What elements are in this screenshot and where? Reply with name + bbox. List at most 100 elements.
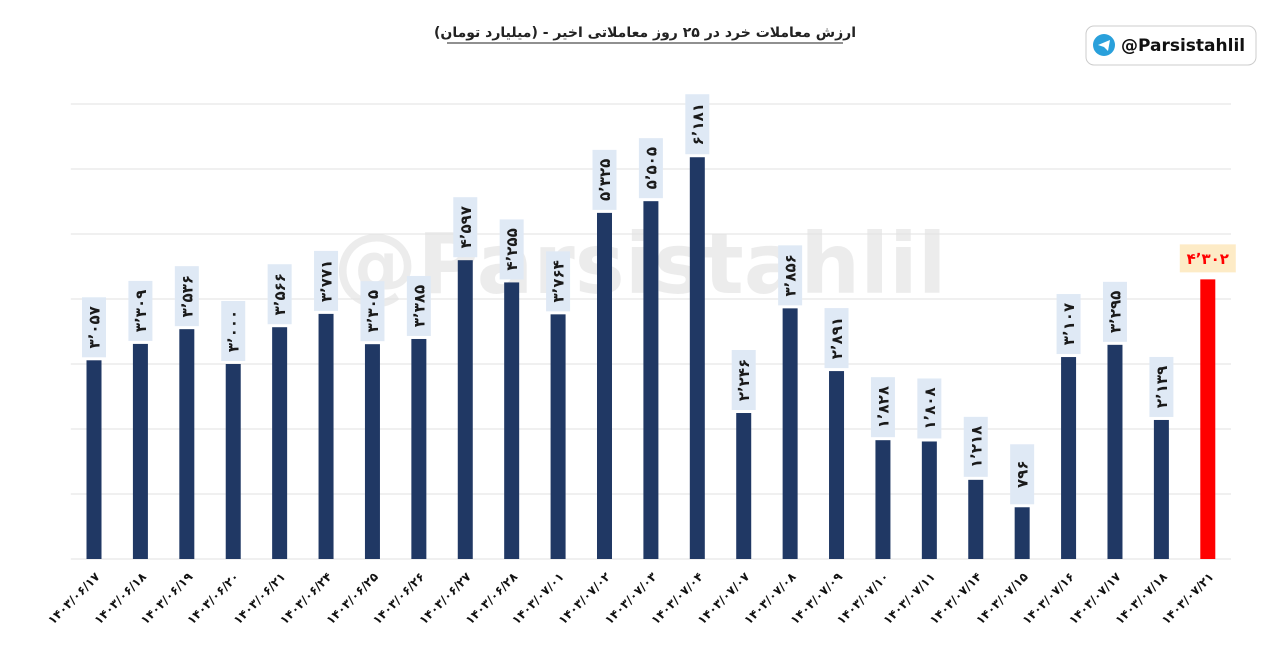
- value-label-bg: [1149, 356, 1174, 417]
- value-label-bg: [314, 250, 339, 311]
- bar: [132, 343, 148, 559]
- value-label: ۱٬۸۲۸: [874, 386, 892, 428]
- value-label-bg: [221, 301, 246, 361]
- value-label-bg: [499, 219, 524, 280]
- bar: [1014, 507, 1030, 559]
- value-label-group: ۳٬۳۰۵: [360, 281, 385, 342]
- value-label-group: ۱٬۲۱۸: [963, 416, 988, 477]
- value-label: ۳٬۱۰۷: [1060, 303, 1078, 345]
- value-label: ۳٬۰۰۰: [225, 310, 243, 352]
- bar: [1200, 279, 1216, 559]
- value-label-group: ۲٬۸۹۱: [824, 308, 849, 369]
- bar: [504, 282, 520, 559]
- bar: [829, 371, 845, 559]
- value-label-group: ۳٬۲۹۵: [1102, 281, 1127, 342]
- value-label: ۳٬۷۶۴: [550, 260, 568, 302]
- value-label-bg: [1179, 244, 1236, 273]
- value-label-group: ۳٬۳۸۵: [406, 275, 431, 336]
- value-label: ۳٬۳۸۵: [410, 285, 428, 327]
- value-label-group: ۱٬۸۲۸: [870, 377, 895, 438]
- bar: [968, 479, 984, 559]
- value-label: ۳٬۳۰۹: [132, 290, 150, 332]
- value-label-bg: [917, 378, 942, 439]
- bar: [457, 260, 473, 559]
- value-label: ۴٬۳۰۲: [1187, 250, 1229, 268]
- value-label: ۷۹۶: [1014, 461, 1032, 488]
- bar: [736, 413, 752, 559]
- value-label-bg: [592, 149, 617, 210]
- value-label-group: ۲٬۱۳۹: [1149, 356, 1174, 417]
- bar: [1061, 357, 1077, 559]
- bar: [411, 338, 427, 559]
- watermark: @Parsistahlil: [333, 215, 946, 313]
- bar: [1107, 344, 1123, 559]
- value-label-group: ۴٬۲۵۵: [499, 219, 524, 280]
- value-label: ۲٬۸۹۱: [828, 317, 846, 359]
- value-label-bg: [1056, 294, 1081, 355]
- value-label-bg: [174, 266, 199, 327]
- value-label-bg: [453, 197, 478, 258]
- value-label: ۴٬۲۵۵: [503, 228, 521, 270]
- bar: [272, 327, 288, 559]
- value-label-bg: [1010, 444, 1035, 505]
- value-label-bg: [128, 280, 153, 341]
- value-label-group: ۳٬۰۰۰: [221, 301, 246, 361]
- value-label-bg: [778, 245, 803, 306]
- value-label-bg: [82, 297, 107, 358]
- bar: [86, 360, 102, 559]
- value-label: ۲٬۲۴۶: [735, 359, 753, 401]
- value-label-bg: [360, 281, 385, 342]
- value-label-bg: [546, 251, 571, 312]
- value-label-bg: [824, 308, 849, 369]
- bar: [875, 440, 891, 559]
- value-label: ۱٬۸۰۸: [921, 387, 939, 429]
- value-label-group: ۷۹۶: [1010, 444, 1035, 505]
- value-label: ۴٬۵۹۷: [457, 206, 475, 248]
- value-label-group: ۳٬۵۶۶: [267, 264, 292, 325]
- bar: [782, 308, 798, 559]
- value-label: ۱٬۲۱۸: [967, 426, 985, 468]
- value-label-bg: [685, 94, 710, 155]
- value-label-group: ۳٬۸۵۶: [778, 245, 803, 306]
- value-label-bg: [963, 416, 988, 477]
- bar: [550, 314, 566, 559]
- bar: [921, 441, 937, 559]
- value-label-group: ۵٬۵۰۵: [638, 138, 663, 199]
- handle: @Parsistahlil: [1121, 36, 1245, 56]
- bar: [318, 313, 334, 559]
- value-label-group: ۳٬۱۰۷: [1056, 294, 1081, 355]
- value-label: ۳٬۸۵۶: [782, 254, 800, 296]
- value-label-group: ۳٬۳۰۹: [128, 280, 153, 341]
- value-label-bg: [267, 264, 292, 325]
- bar: [596, 212, 612, 559]
- value-label-bg: [1102, 281, 1127, 342]
- value-label-bg: [731, 350, 756, 411]
- value-label: ۳٬۵۳۶: [178, 275, 196, 317]
- value-label-group: ۳٬۷۷۱: [314, 250, 339, 311]
- value-label-group: ۱٬۸۰۸: [917, 378, 942, 439]
- bar: [225, 364, 241, 559]
- telegram-plane: [1098, 40, 1110, 51]
- value-label-group: ۳٬۷۶۴: [546, 251, 571, 312]
- value-label-group: ۴٬۵۹۷: [453, 197, 478, 258]
- value-label: ۳٬۷۷۱: [318, 260, 336, 302]
- value-label-bg: [870, 377, 895, 438]
- value-label-bg: [638, 138, 663, 199]
- bar: [643, 201, 659, 560]
- value-label: ۳٬۰۵۷: [86, 306, 104, 348]
- value-label: ۳٬۵۶۶: [271, 273, 289, 315]
- value-label-group: ۳٬۵۳۶: [174, 266, 199, 327]
- chart-title: ارزش معاملات خرد در ۲۵ روز معاملاتی اخیر…: [434, 25, 856, 41]
- bar: [689, 157, 705, 560]
- value-label-group: ۳٬۰۵۷: [82, 297, 107, 358]
- value-label-group: ۵٬۳۲۵: [592, 149, 617, 210]
- handle-box: [1085, 25, 1257, 66]
- value-label: ۵٬۵۰۵: [642, 147, 660, 189]
- value-label: ۳٬۲۹۵: [1106, 291, 1124, 333]
- value-label: ۲٬۱۳۹: [1153, 366, 1171, 408]
- value-label: ۵٬۳۲۵: [596, 159, 614, 201]
- value-label-group: ۶٬۱۸۱: [685, 94, 710, 155]
- bar: [364, 344, 380, 559]
- value-label-group: ۲٬۲۴۶: [731, 350, 756, 411]
